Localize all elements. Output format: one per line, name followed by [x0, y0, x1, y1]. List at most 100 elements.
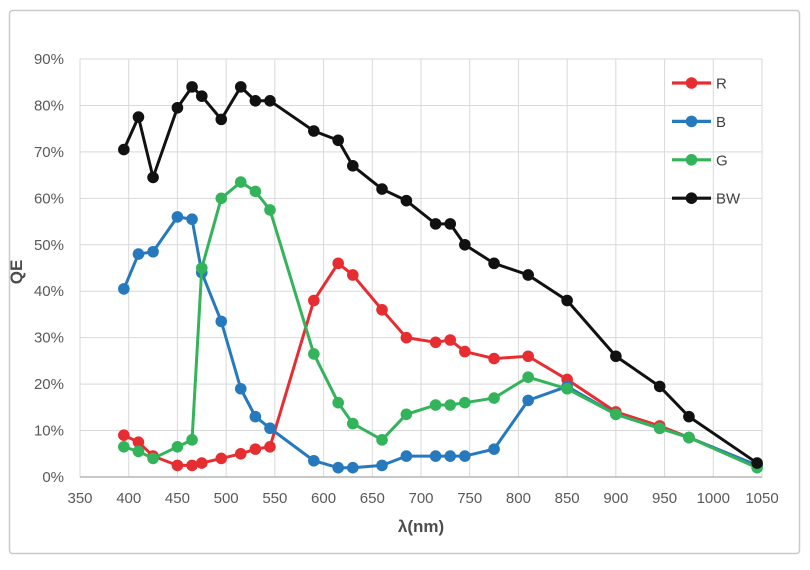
- series-marker-G: [444, 399, 457, 411]
- series-marker-B: [234, 382, 247, 395]
- legend-label-BW: BW: [716, 191, 741, 208]
- series-marker-B: [186, 213, 198, 226]
- y-tick-label: 90%: [34, 51, 64, 68]
- series-marker-R: [488, 352, 500, 365]
- series-marker-R: [215, 452, 228, 465]
- legend-marker-B: [685, 115, 698, 128]
- y-tick-label: 10%: [34, 423, 64, 440]
- series-marker-G: [186, 434, 198, 446]
- x-tick-label: 850: [555, 490, 580, 507]
- y-tick-label: 80%: [34, 97, 64, 114]
- series-marker-B: [376, 459, 388, 472]
- series-marker-BW: [249, 95, 262, 107]
- series-marker-BW: [561, 294, 573, 307]
- series-marker-G: [215, 192, 228, 205]
- series-marker-B: [347, 461, 359, 474]
- gridlines: [79, 58, 763, 477]
- series-marker-R: [264, 441, 276, 453]
- series-marker-BW: [186, 81, 198, 93]
- series-marker-B: [264, 422, 276, 435]
- x-tick-label: 450: [165, 490, 190, 507]
- legend-marker-G: [685, 154, 698, 166]
- y-tick-label: 70%: [34, 144, 64, 161]
- series-R: [118, 257, 763, 472]
- tick-labels: 0% 10% 20% 30% 40% 50% 60% 70% 80% 90% 350 400 450 50…: [34, 51, 779, 507]
- series-marker-BW: [234, 81, 247, 93]
- series-marker-R: [308, 294, 320, 307]
- series-marker-B: [215, 315, 228, 328]
- x-tick-label: 750: [457, 490, 482, 507]
- x-tick-label: 600: [311, 490, 336, 507]
- series-marker-BW: [444, 218, 457, 230]
- x-tick-label: 900: [603, 490, 628, 507]
- series-marker-G: [249, 185, 262, 198]
- legend-label-B: B: [716, 114, 726, 131]
- series-marker-B: [118, 283, 130, 295]
- y-tick-label: 20%: [34, 376, 64, 393]
- series-marker-G: [234, 176, 247, 188]
- series-marker-G: [400, 408, 413, 421]
- legend-label-G: G: [716, 152, 728, 169]
- series-marker-BW: [308, 125, 320, 137]
- series-marker-BW: [215, 113, 228, 126]
- series-marker-G: [683, 431, 695, 444]
- series-marker-G: [195, 262, 208, 274]
- series-marker-BW: [264, 95, 276, 107]
- series-marker-G: [459, 396, 471, 409]
- series-marker-BW: [610, 350, 622, 363]
- y-tick-label: 60%: [34, 190, 64, 207]
- series-marker-BW: [459, 238, 471, 251]
- series-marker-R: [118, 429, 130, 442]
- series-marker-G: [376, 434, 388, 446]
- x-tick-label: 700: [408, 490, 433, 507]
- series-marker-R: [234, 447, 247, 460]
- series-marker-BW: [683, 410, 695, 423]
- series-marker-R: [522, 350, 534, 363]
- series-marker-B: [308, 454, 320, 467]
- series-marker-R: [429, 336, 442, 349]
- series-marker-BW: [653, 380, 666, 393]
- series-marker-B: [171, 211, 184, 223]
- x-tick-label: 400: [116, 490, 141, 507]
- series-marker-BW: [171, 101, 184, 114]
- series-marker-BW: [488, 257, 500, 270]
- series-marker-G: [308, 348, 320, 360]
- series-marker-BW: [347, 160, 359, 172]
- y-tick-label: 50%: [34, 237, 64, 254]
- series-marker-G: [522, 371, 534, 383]
- y-tick-label: 30%: [34, 330, 64, 347]
- x-axis-title: λ(nm): [397, 517, 445, 536]
- series-marker-BW: [147, 171, 159, 184]
- series-marker-B: [444, 450, 457, 462]
- x-tick-label: 350: [67, 490, 92, 507]
- series-marker-R: [347, 269, 359, 281]
- series-marker-BW: [751, 457, 763, 469]
- series-marker-B: [332, 461, 344, 474]
- series-marker-R: [400, 331, 413, 344]
- series-marker-R: [195, 457, 208, 469]
- series-marker-R: [132, 436, 145, 448]
- series-marker-R: [249, 443, 262, 455]
- series-marker-BW: [376, 183, 388, 195]
- series-marker-BW: [132, 111, 145, 123]
- series-marker-B: [488, 443, 500, 455]
- legend-item-B: B: [672, 114, 726, 131]
- legend-marker-BW: [685, 192, 698, 204]
- series-marker-B: [147, 245, 159, 258]
- series-marker-G: [610, 408, 622, 421]
- series-marker-B: [522, 394, 534, 407]
- series-marker-G: [118, 441, 130, 453]
- series-marker-R: [459, 345, 471, 358]
- series-marker-R: [376, 304, 388, 316]
- series-marker-B: [459, 450, 471, 462]
- series-marker-BW: [429, 218, 442, 230]
- legend-item-R: R: [672, 76, 727, 93]
- x-tick-label: 1000: [697, 490, 730, 507]
- series-marker-BW: [400, 194, 413, 207]
- series-BW: [118, 81, 763, 469]
- y-tick-label: 0%: [42, 469, 64, 486]
- series-marker-G: [171, 441, 184, 453]
- x-tick-label: 1050: [745, 490, 778, 507]
